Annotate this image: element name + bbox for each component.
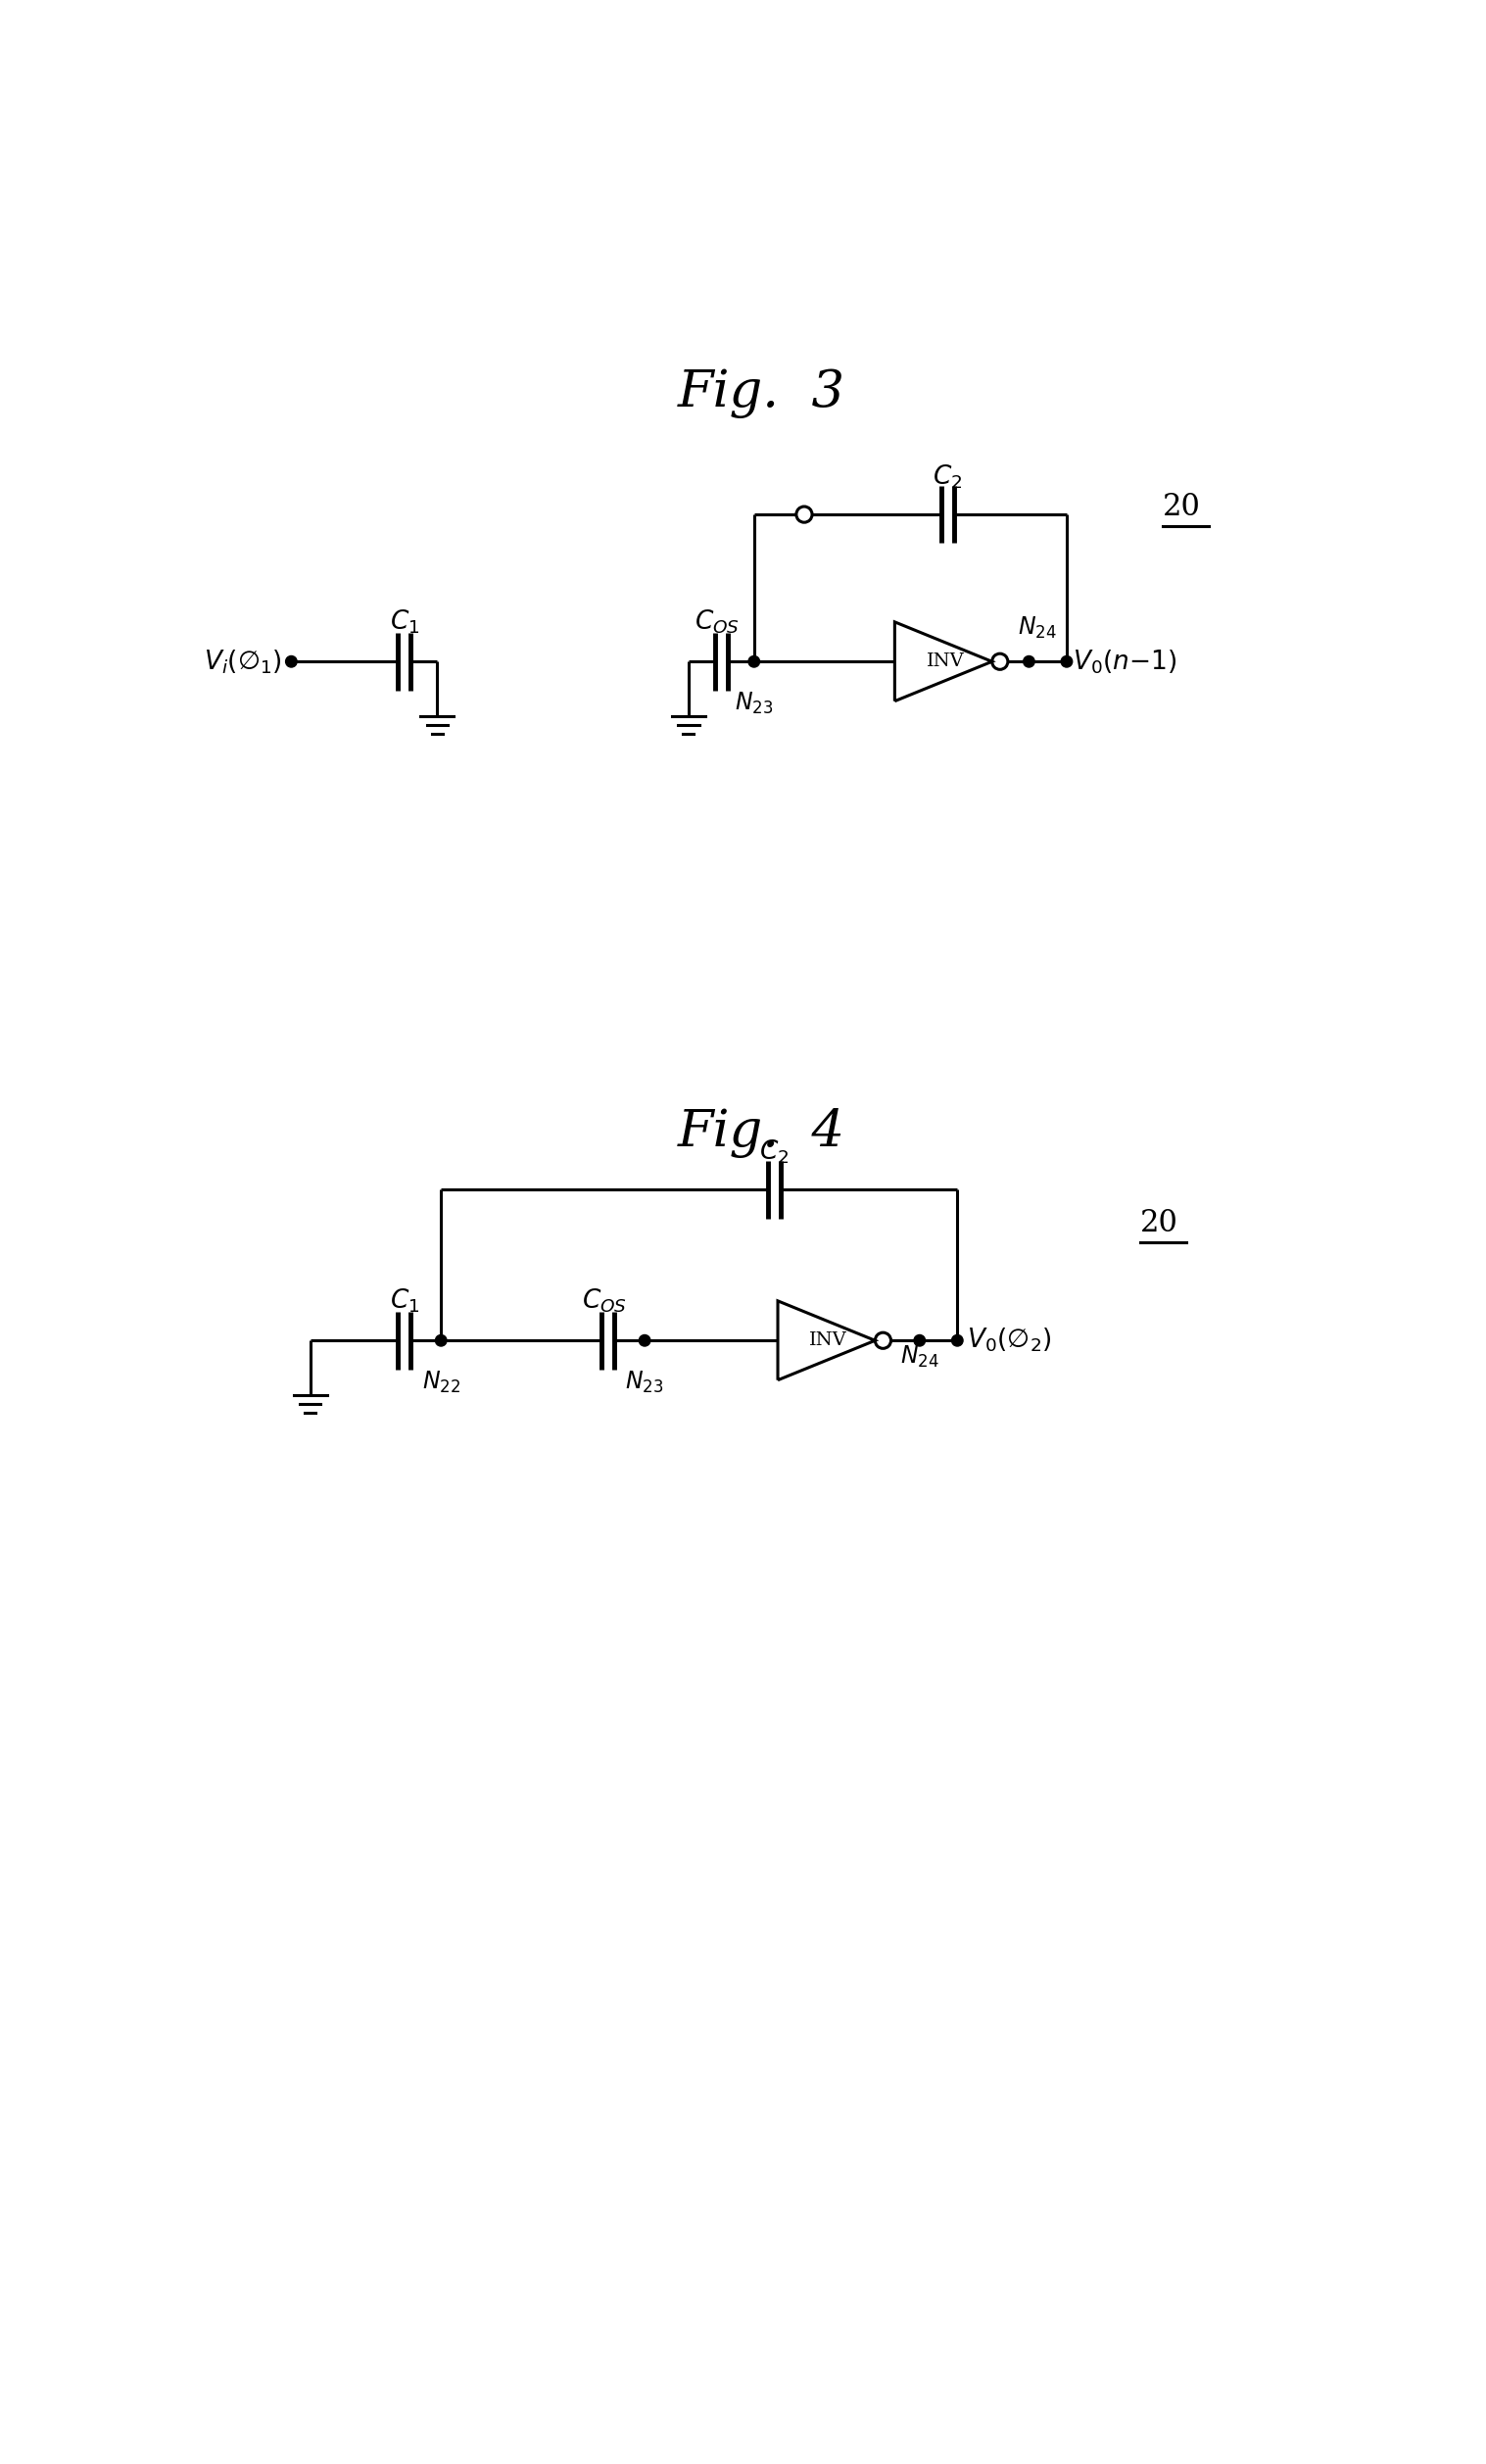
- Text: Fig.  3: Fig. 3: [678, 370, 846, 419]
- Text: $C_2$: $C_2$: [933, 463, 963, 490]
- Text: $N_{24}$: $N_{24}$: [901, 1345, 939, 1370]
- Text: $C_1$: $C_1$: [389, 609, 419, 636]
- Circle shape: [749, 655, 759, 668]
- Text: $N_{22}$: $N_{22}$: [422, 1370, 461, 1395]
- Text: $C_2$: $C_2$: [759, 1138, 789, 1165]
- Text: INV: INV: [926, 653, 964, 670]
- Text: $V_i(\varnothing_1)$: $V_i(\varnothing_1)$: [204, 648, 282, 675]
- Circle shape: [1024, 655, 1034, 668]
- Text: 20: 20: [1140, 1207, 1178, 1239]
- Text: Fig.  4: Fig. 4: [678, 1109, 846, 1158]
- Text: INV: INV: [810, 1331, 847, 1350]
- Circle shape: [285, 655, 297, 668]
- Text: $C_{OS}$: $C_{OS}$: [695, 609, 740, 636]
- Text: $N_{23}$: $N_{23}$: [626, 1370, 664, 1395]
- Text: $N_{24}$: $N_{24}$: [1018, 614, 1057, 641]
- Circle shape: [914, 1335, 926, 1345]
- Circle shape: [435, 1335, 447, 1345]
- Text: $C_1$: $C_1$: [389, 1286, 419, 1316]
- Text: 20: 20: [1162, 493, 1201, 522]
- Text: $N_{23}$: $N_{23}$: [734, 690, 773, 717]
- Text: $V_0(\varnothing_2)$: $V_0(\varnothing_2)$: [966, 1326, 1051, 1355]
- Circle shape: [1061, 655, 1073, 668]
- Circle shape: [639, 1335, 651, 1345]
- Circle shape: [951, 1335, 963, 1345]
- Text: $V_0(n{-}1)$: $V_0(n{-}1)$: [1073, 648, 1177, 675]
- Text: $C_{OS}$: $C_{OS}$: [581, 1286, 627, 1316]
